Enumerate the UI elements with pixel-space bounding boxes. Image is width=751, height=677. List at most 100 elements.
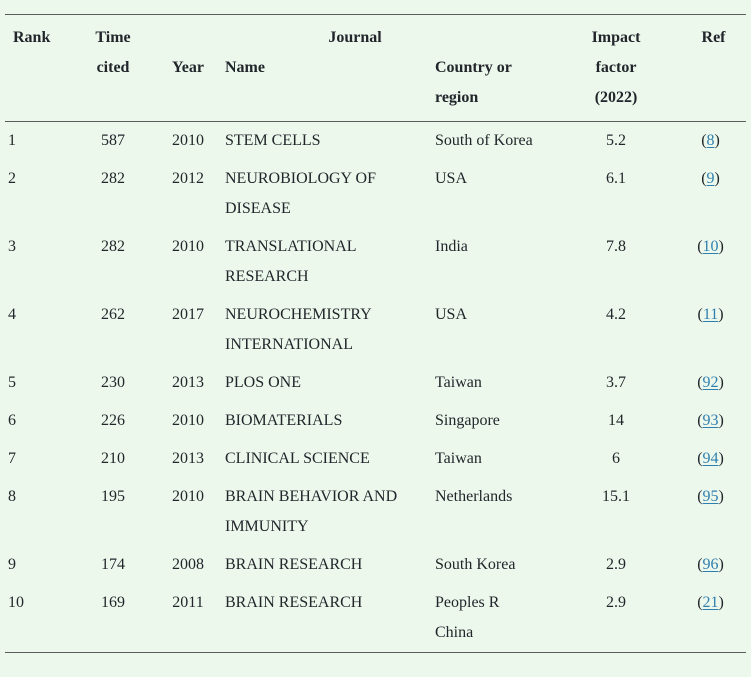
ref-cell: (95) [681,478,746,546]
year-cell: 2010 [172,412,204,429]
journal-name-cell: STEM CELLS [225,132,321,149]
journal-name-cell: BRAIN RESEARCH [225,556,363,573]
ref-close-paren: ) [718,556,724,573]
rank-cell: 1 [8,132,16,149]
ref-open-paren: ( [697,556,703,573]
ref-close-paren: ) [718,594,724,611]
table-row: 1 587 2010 STEM CELLS South of Korea 5.2… [5,122,746,161]
top-cited-articles-table: Rank Time cited Journal Impact factor (2… [5,14,747,653]
table-body: 1 587 2010 STEM CELLS South of Korea 5.2… [5,122,746,653]
ref-close-paren: ) [714,132,720,149]
ref-open-paren: ( [701,132,707,149]
table-row: 8 195 2010 BRAIN BEHAVIOR AND IMMUNITY N… [5,478,746,546]
table-row: 2 282 2012 NEUROBIOLOGY OF DISEASE USA 6… [5,160,746,228]
ref-close-paren: ) [718,374,724,391]
country-cell: Taiwan [435,374,482,391]
col-header-time-cited: Time cited [95,29,131,76]
times-cited-cell: 210 [101,450,125,467]
rank-cell: 4 [8,306,16,323]
impact-factor-cell: 5.2 [606,132,627,149]
table-row: 3 282 2010 TRANSLATIONAL RESEARCH India … [5,228,746,296]
country-cell: Singapore [435,412,500,429]
impact-factor-cell: 2.9 [606,556,627,573]
journal-name-cell: NEUROBIOLOGY OF DISEASE [225,170,376,217]
impact-factor-cell: 3.7 [606,374,627,391]
year-cell: 2008 [172,556,204,573]
ref-link[interactable]: 93 [702,412,719,429]
ref-open-paren: ( [697,594,703,611]
ref-link[interactable]: 96 [702,556,719,573]
col-header-name: Name [225,59,265,76]
ref-link[interactable]: 94 [702,450,719,467]
ref-close-paren: ) [718,488,724,505]
col-header-rank: Rank [13,29,51,46]
journal-name-cell: BIOMATERIALS [225,412,343,429]
country-cell: India [435,238,468,255]
ref-link[interactable]: 95 [702,488,719,505]
table-row: 6 226 2010 BIOMATERIALS Singapore 14 (93… [5,402,746,440]
ref-link[interactable]: 11 [702,306,719,323]
ref-link[interactable]: 9 [706,170,715,187]
year-cell: 2013 [172,374,204,391]
table-row: 4 262 2017 NEUROCHEMISTRY INTERNATIONAL … [5,296,746,364]
year-cell: 2017 [172,306,204,323]
header-row-sub: Year Name Country or region [5,53,746,122]
ref-open-paren: ( [697,238,703,255]
rank-cell: 8 [8,488,16,505]
ref-close-paren: ) [718,450,724,467]
ref-cell: (9) [681,160,746,228]
rank-cell: 10 [8,594,24,611]
ref-close-paren: ) [718,238,724,255]
impact-factor-cell: 6 [612,450,621,467]
table-header: Rank Time cited Journal Impact factor (2… [5,15,747,122]
times-cited-cell: 262 [101,306,125,323]
ref-link[interactable]: 8 [706,132,715,149]
header-row-top: Rank Time cited Journal Impact factor (2… [5,15,746,106]
col-header-journal-group: Journal [328,29,382,46]
times-cited-cell: 169 [101,594,125,611]
year-cell: 2010 [172,132,204,149]
ref-close-paren: ) [718,306,724,323]
country-cell: South Korea [435,556,516,573]
rank-cell: 2 [8,170,16,187]
year-cell: 2011 [172,594,204,611]
ref-cell: (94) [681,440,746,478]
ref-link[interactable]: 10 [702,238,719,255]
country-cell: Taiwan [435,450,482,467]
table-row: 10 169 2011 BRAIN RESEARCH Peoples R Chi… [5,584,746,653]
times-cited-cell: 195 [101,488,125,505]
impact-factor-cell: 2.9 [606,594,627,611]
country-cell: USA [435,306,468,323]
year-cell: 2013 [172,450,204,467]
ref-open-paren: ( [697,374,703,391]
ref-cell: (10) [681,228,746,296]
impact-factor-cell: 14 [608,412,625,429]
journal-name-cell: NEUROCHEMISTRY INTERNATIONAL [225,306,372,353]
ref-link[interactable]: 92 [702,374,719,391]
ref-cell: (92) [681,364,746,402]
ref-open-paren: ( [697,412,703,429]
times-cited-cell: 282 [101,238,125,255]
year-cell: 2010 [172,238,204,255]
impact-factor-cell: 7.8 [606,238,627,255]
ref-cell: (93) [681,402,746,440]
country-cell: Netherlands [435,488,513,505]
rank-cell: 6 [8,412,16,429]
col-header-impact-factor: Impact factor (2022) [591,29,641,106]
journal-name-cell: BRAIN RESEARCH [225,594,363,611]
ref-open-paren: ( [697,306,703,323]
col-header-country: Country or region [435,59,512,106]
table-row: 7 210 2013 CLINICAL SCIENCE Taiwan 6 (94… [5,440,746,478]
times-cited-cell: 226 [101,412,125,429]
country-cell: USA [435,170,468,187]
year-cell: 2012 [172,170,204,187]
ref-cell: (11) [681,296,746,364]
times-cited-cell: 587 [101,132,125,149]
ref-link[interactable]: 21 [702,594,719,611]
impact-factor-cell: 4.2 [606,306,627,323]
rank-cell: 3 [8,238,16,255]
ref-cell: (8) [681,122,746,161]
rank-cell: 9 [8,556,16,573]
col-header-year: Year [172,59,204,76]
rank-cell: 5 [8,374,16,391]
